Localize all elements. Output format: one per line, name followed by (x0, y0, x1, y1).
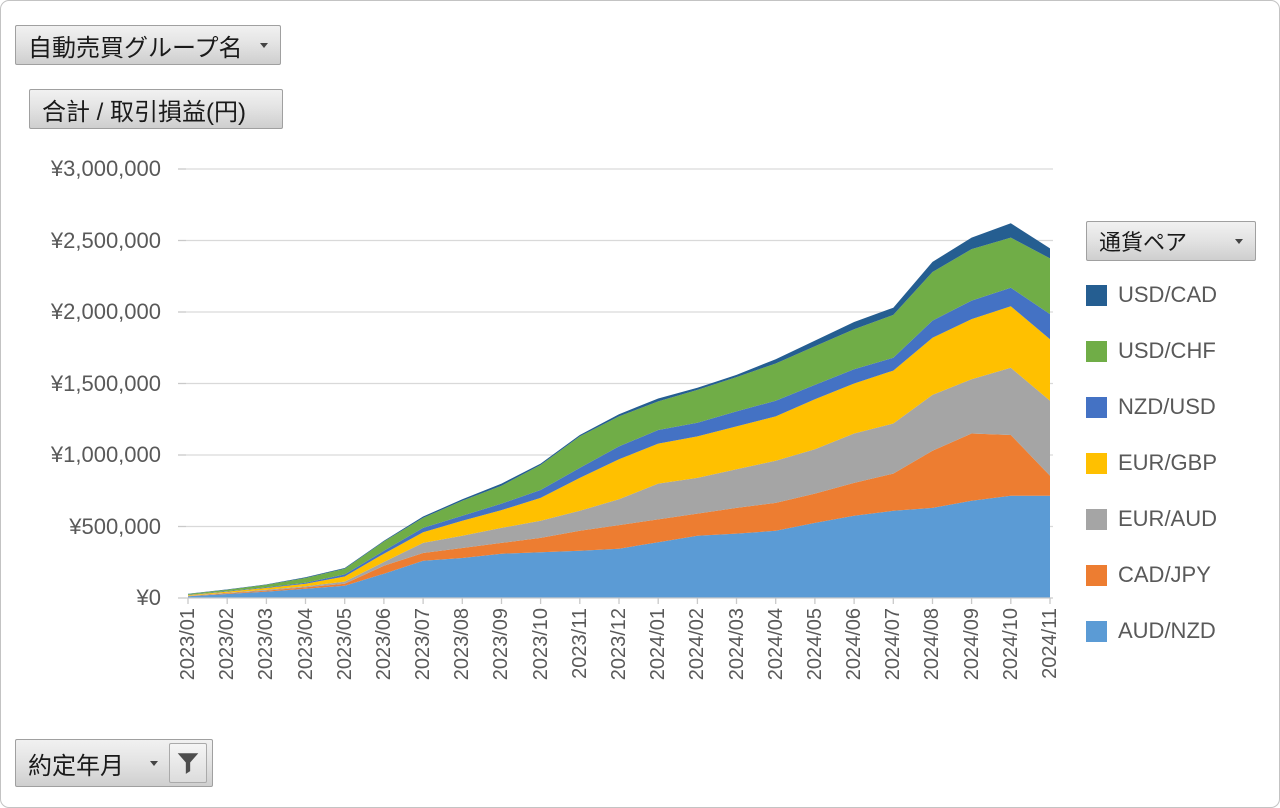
legend-label: AUD/NZD (1118, 618, 1216, 643)
y-axis-tick-label: ¥0 (136, 585, 161, 610)
legend-label: EUR/GBP (1118, 450, 1218, 475)
axis-field-button[interactable]: 約定年月 (15, 739, 213, 787)
group-name-field-button[interactable]: 自動売買グループ名 (15, 25, 281, 65)
value-field-label: 合計 / 取引損益(円) (42, 98, 246, 126)
x-axis-tick-label: 2024/10 (999, 608, 1022, 681)
y-axis-tick-label: ¥1,000,000 (50, 442, 161, 467)
x-axis-tick-label: 2024/09 (960, 608, 983, 681)
x-axis-tick-label: 2023/05 (333, 608, 356, 681)
x-axis-tick-label: 2023/01 (177, 608, 199, 681)
legend-item: AUD/NZD (1086, 603, 1217, 659)
y-axis-tick-label: ¥3,000,000 (50, 156, 161, 181)
legend-item: EUR/GBP (1086, 435, 1217, 491)
x-axis-tick-label: 2023/10 (529, 608, 552, 681)
x-axis-tick-label: 2023/08 (451, 608, 474, 681)
legend-item: CAD/JPY (1086, 547, 1217, 603)
x-axis-tick-label: 2024/06 (843, 608, 866, 681)
x-axis-tick-label: 2023/11 (568, 608, 591, 679)
legend-label: CAD/JPY (1118, 562, 1211, 587)
axis-field-label: 約定年月 (28, 752, 124, 780)
legend-label: NZD/USD (1118, 394, 1216, 419)
chevron-down-icon (1235, 238, 1243, 244)
value-field-button[interactable]: 合計 / 取引損益(円) (29, 89, 283, 129)
x-axis-tick-label: 2024/07 (882, 608, 905, 681)
legend-field-label: 通貨ペア (1099, 230, 1188, 255)
legend-swatch (1086, 452, 1107, 474)
chevron-down-icon (260, 42, 268, 48)
legend-item: USD/CHF (1086, 323, 1217, 379)
legend-item: NZD/USD (1086, 379, 1217, 435)
x-axis-tick-label: 2024/04 (764, 608, 787, 681)
x-axis-tick-label: 2023/02 (216, 608, 239, 681)
y-axis-tick-label: ¥2,000,000 (50, 299, 161, 324)
filter-funnel-icon (177, 753, 199, 774)
legend-swatch (1086, 396, 1107, 418)
legend-swatch (1086, 620, 1107, 642)
legend-swatch (1086, 508, 1107, 530)
x-axis-tick-label: 2023/09 (490, 608, 513, 681)
x-axis-tick-label: 2023/12 (608, 608, 630, 681)
filter-button[interactable] (169, 743, 207, 783)
y-axis-tick-label: ¥2,500,000 (50, 227, 161, 253)
x-axis-tick-label: 2023/04 (294, 608, 317, 681)
legend-swatch (1086, 284, 1107, 306)
chevron-down-icon (149, 760, 158, 766)
legend-label: USD/CAD (1118, 282, 1218, 307)
y-axis-tick-label: ¥1,500,000 (50, 370, 161, 396)
legend-swatch (1086, 564, 1107, 586)
legend-item: USD/CAD (1086, 267, 1217, 323)
legend-field-button[interactable]: 通貨ペア (1086, 221, 1256, 261)
x-axis-tick-label: 2024/05 (803, 608, 826, 681)
group-name-field-label: 自動売買グループ名 (28, 34, 243, 62)
x-axis-tick-label: 2023/07 (412, 608, 435, 681)
legend-label: EUR/AUD (1118, 506, 1218, 531)
legend-swatch (1086, 340, 1107, 362)
x-axis-tick-label: 2024/03 (725, 608, 748, 681)
x-axis-tick-label: 2023/06 (372, 608, 395, 681)
legend: USD/CAD USD/CHF NZD/USD EUR/GBP EUR/AUD CAD/J… (1086, 267, 1217, 659)
x-axis-tick-label: 2024/08 (921, 608, 944, 681)
legend-label: USD/CHF (1118, 338, 1216, 363)
x-axis-tick-label: 2024/02 (686, 608, 709, 681)
x-axis-tick-label: 2024/11 (1039, 608, 1061, 679)
y-axis-tick-label: ¥500,000 (69, 513, 161, 539)
x-axis-tick-label: 2024/01 (647, 608, 670, 681)
x-axis-tick-label: 2023/03 (255, 608, 278, 681)
legend-item: EUR/AUD (1086, 491, 1217, 547)
